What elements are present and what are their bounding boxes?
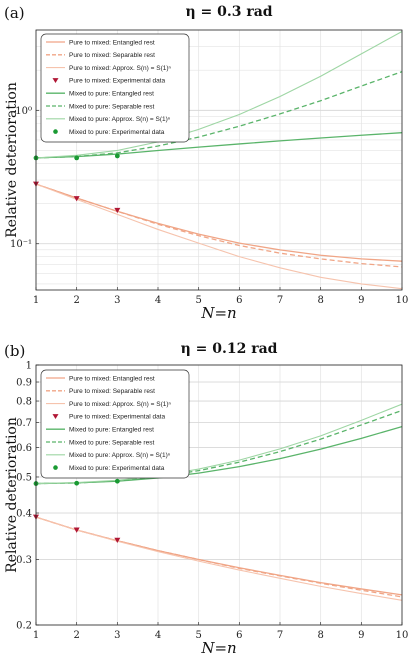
y-tick-label: 0.9	[16, 378, 32, 389]
legend-swatch-triangle	[52, 78, 59, 83]
x-tick-label: 2	[73, 630, 79, 641]
series-line	[36, 71, 402, 159]
legend-label: Mixed to pure: Separable rest	[69, 439, 154, 446]
x-tick-label: 6	[236, 295, 242, 306]
series-line	[36, 183, 402, 268]
y-tick-label: 1	[26, 361, 32, 372]
legend-label: Pure to mixed: Separable rest	[69, 388, 155, 395]
y-tick-label: 0.8	[16, 397, 32, 408]
series-line	[36, 425, 402, 485]
legend-swatch-circle	[53, 465, 58, 470]
data-point-circle	[74, 480, 80, 486]
legend-label: Mixed to pure: Experimental data	[69, 465, 165, 472]
data-point-triangle	[114, 207, 121, 214]
series-line	[36, 403, 402, 485]
panel-label: (b)	[4, 342, 25, 360]
x-axis-label: N=n	[200, 639, 236, 657]
legend-swatch-triangle	[52, 414, 59, 419]
data-point-triangle	[73, 196, 80, 202]
x-tick-label: 5	[195, 295, 201, 306]
y-tick-label: 0.2	[16, 621, 32, 632]
series-line	[36, 132, 402, 159]
x-tick-label: 4	[155, 295, 161, 306]
series-line	[36, 516, 402, 598]
x-tick-label: 4	[155, 630, 161, 641]
legend-label: Pure to mixed: Separable rest	[69, 52, 155, 59]
legend-label: Mixed to pure: Separable rest	[69, 103, 154, 110]
legend: Pure to mixed: Entangled rest Pure to mix…	[40, 33, 190, 143]
chart-title: η = 0.12 rad	[181, 341, 278, 357]
data-point-circle	[114, 153, 120, 159]
plot-frame	[35, 364, 403, 626]
x-tick-label: 3	[114, 295, 120, 306]
legend-label: Pure to mixed: Approx. S(n) = S(1)ⁿ	[69, 401, 172, 408]
x-tick-label: 9	[358, 295, 364, 306]
series-line	[36, 409, 402, 485]
legend-label: Pure to mixed: Approx. S(n) = S(1)ⁿ	[69, 65, 172, 72]
x-tick-label: 6	[236, 630, 242, 641]
x-tick-label: 8	[317, 295, 323, 306]
series-line	[36, 183, 402, 290]
x-tick-label: 10	[396, 295, 409, 306]
x-tick-label: 7	[277, 630, 283, 641]
legend-label: Mixed to pure: Approx. S(n) = S(1)ⁿ	[69, 116, 171, 123]
y-axis-label: Relative deterioration	[4, 82, 20, 238]
y-tick-label: 10⁻¹	[10, 239, 32, 250]
legend-box	[40, 369, 190, 479]
data-point-triangle	[73, 527, 80, 533]
x-tick-label: 10	[396, 630, 409, 641]
x-tick-label: 1	[33, 295, 39, 306]
series-line	[36, 516, 402, 601]
panel-label: (a)	[4, 4, 25, 22]
plot-frame	[35, 29, 403, 291]
legend-label: Mixed to pure: Experimental data	[69, 129, 165, 136]
chart-title: η = 0.3 rad	[185, 4, 272, 20]
legend-label: Pure to mixed: Entangled rest	[69, 39, 155, 46]
chart-panel-2: 1 2 3 4 5 6 7 8 9 10 0.2 0.3 0.4 0.5 0.6 0.7 0.8 0.9 1 Pure…	[4, 341, 408, 657]
legend: Pure to mixed: Entangled rest Pure to mix…	[40, 369, 190, 479]
x-tick-label: 1	[33, 630, 39, 641]
legend-label: Mixed to pure: Entangled rest	[69, 91, 154, 98]
x-tick-label: 9	[358, 630, 364, 641]
chart-panel-1: 1 2 3 4 5 6 7 8 9 10 10⁻¹ 10⁰ Pure to mixed: Entangl…	[4, 4, 408, 322]
data-point-circle	[114, 478, 120, 484]
series-group	[36, 30, 402, 290]
legend-label: Pure to mixed: Entangled rest	[69, 375, 155, 382]
x-tick-label: 2	[73, 295, 79, 306]
x-tick-label: 7	[277, 295, 283, 306]
y-tick-label: 0.6	[16, 443, 32, 454]
x-tick-label: 5	[195, 630, 201, 641]
legend-label: Pure to mixed: Experimental data	[69, 78, 165, 85]
y-tick-label: 0.5	[16, 472, 32, 483]
series-group	[36, 403, 402, 601]
legend-box	[40, 33, 190, 143]
legend-label: Mixed to pure: Entangled rest	[69, 427, 154, 434]
legend-label: Mixed to pure: Approx. S(n) = S(1)ⁿ	[69, 452, 171, 459]
y-tick-label: 10⁰	[15, 106, 32, 117]
y-tick-label: 0.3	[16, 555, 32, 566]
legend-label: Pure to mixed: Experimental data	[69, 414, 165, 421]
x-tick-label: 3	[114, 630, 120, 641]
legend-swatch-circle	[53, 129, 58, 134]
y-tick-label: 0.7	[16, 418, 32, 429]
series-line	[36, 30, 402, 159]
y-tick-label: 0.4	[16, 509, 32, 520]
data-point-circle	[74, 155, 80, 161]
x-tick-label: 8	[317, 630, 323, 641]
y-axis-label: Relative deterioration	[4, 417, 20, 573]
x-axis-label: N=n	[200, 304, 236, 322]
data-point-triangle	[114, 537, 121, 544]
